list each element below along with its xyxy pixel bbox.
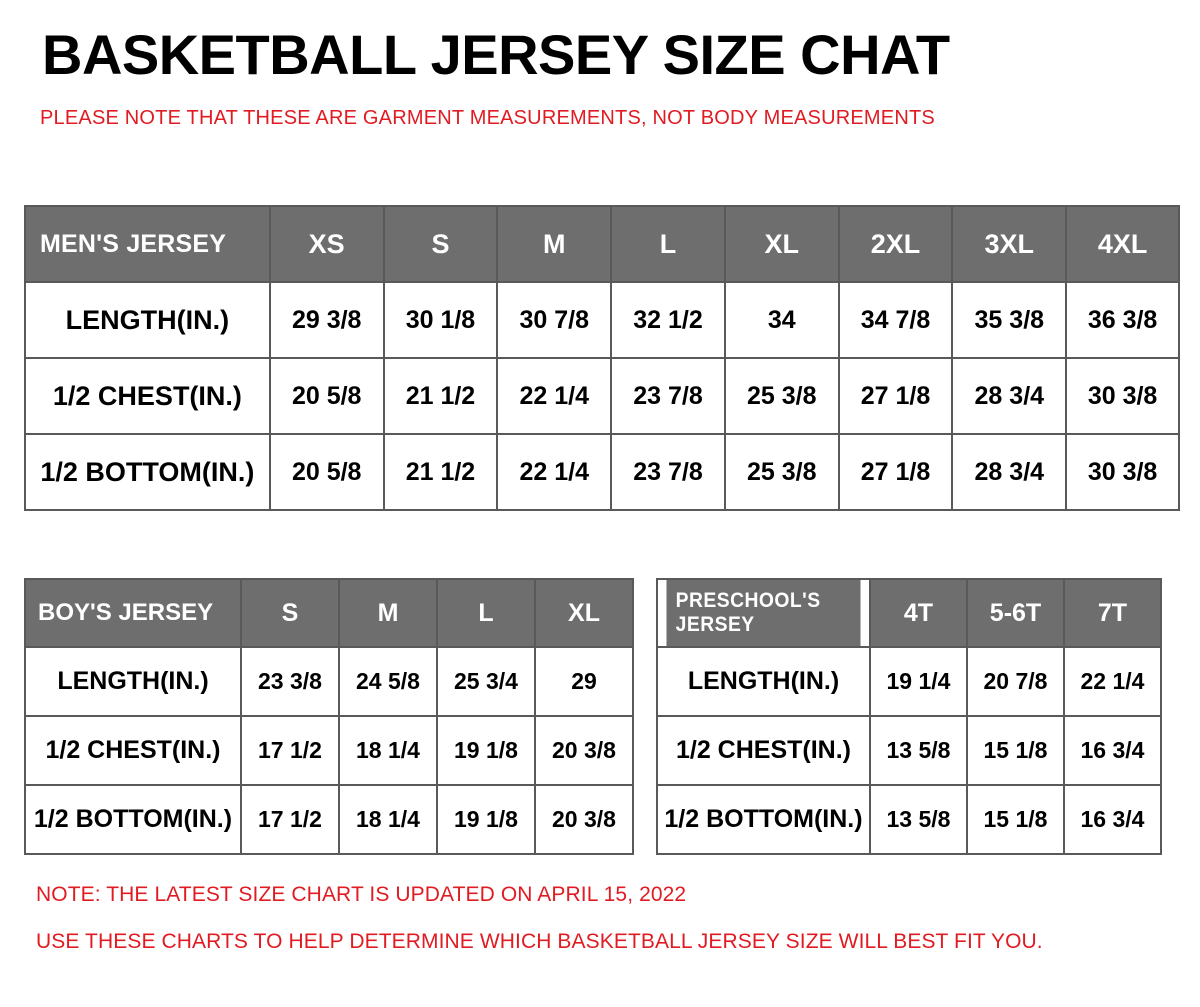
column-header-7t: 7T (1063, 578, 1162, 648)
column-header-5-6t: 5-6T (966, 578, 1065, 648)
cell-value: 22 1/4 (1063, 646, 1162, 717)
cell-value: 23 7/8 (610, 433, 726, 511)
cell-value: 27 1/8 (837, 433, 954, 511)
cell-value: 23 7/8 (610, 357, 726, 435)
cell-value: 22 1/4 (496, 433, 613, 511)
cell-value: 34 7/8 (837, 281, 954, 359)
cell-value: 13 5/8 (869, 715, 968, 786)
cell-value: 29 (534, 646, 634, 717)
cell-value: 34 (723, 281, 840, 359)
preschool-jersey-size-table: PRESCHOOL'S JERSEY 4T 5-6T 7T LENGTH(IN.… (656, 578, 1162, 855)
cell-value: 30 1/8 (382, 281, 499, 359)
boys-jersey-size-table: BOY'S JERSEY S M L XL LENGTH(IN.) 23 3/8… (24, 578, 634, 855)
column-header-4xl: 4XL (1065, 205, 1180, 283)
column-header-2xl: 2XL (837, 205, 954, 283)
cell-value: 19 1/8 (436, 784, 536, 855)
cell-value: 35 3/8 (951, 281, 1068, 359)
cell-value: 16 3/4 (1063, 715, 1162, 786)
column-header-4t: 4T (869, 578, 968, 648)
cell-value: 28 3/4 (951, 433, 1068, 511)
footer-note-update-date: NOTE: THE LATEST SIZE CHART IS UPDATED O… (36, 883, 687, 906)
row-label-half-chest: 1/2 CHEST(IN.) (656, 715, 871, 786)
cell-value: 15 1/8 (966, 784, 1065, 855)
table-row: LENGTH(IN.) 23 3/8 24 5/8 25 3/4 29 (24, 646, 634, 717)
row-label-half-chest: 1/2 CHEST(IN.) (24, 715, 242, 786)
cell-value: 32 1/2 (610, 281, 726, 359)
cell-value: 20 3/8 (534, 784, 634, 855)
column-header-3xl: 3XL (951, 205, 1068, 283)
table-header-row: MEN'S JERSEY XS S M L XL 2XL 3XL 4XL (24, 205, 1180, 283)
row-label-half-chest: 1/2 CHEST(IN.) (24, 357, 271, 435)
garment-measurement-note: PLEASE NOTE THAT THESE ARE GARMENT MEASU… (40, 107, 935, 129)
column-header-xs: XS (268, 205, 385, 283)
footer-note-usage: USE THESE CHARTS TO HELP DETERMINE WHICH… (36, 930, 1043, 953)
cell-value: 22 1/4 (496, 357, 613, 435)
cell-value: 16 3/4 (1063, 784, 1162, 855)
cell-value: 27 1/8 (837, 357, 954, 435)
column-header-l: L (610, 205, 726, 283)
mens-jersey-size-table: MEN'S JERSEY XS S M L XL 2XL 3XL 4XL LEN… (24, 205, 1180, 511)
cell-value: 15 1/8 (966, 715, 1065, 786)
boys-table-title: BOY'S JERSEY (24, 578, 242, 648)
cell-value: 20 5/8 (268, 357, 385, 435)
cell-value: 29 3/8 (268, 281, 385, 359)
column-header-m: M (338, 578, 438, 648)
cell-value: 20 7/8 (966, 646, 1065, 717)
mens-table-title: MEN'S JERSEY (24, 205, 271, 283)
table-row: 1/2 BOTTOM(IN.) 17 1/2 18 1/4 19 1/8 20 … (24, 784, 634, 855)
column-header-s: S (382, 205, 499, 283)
cell-value: 23 3/8 (240, 646, 340, 717)
column-header-xl: XL (534, 578, 634, 648)
preschool-table-title: PRESCHOOL'S JERSEY (664, 578, 863, 648)
column-header-xl: XL (723, 205, 840, 283)
cell-value: 21 1/2 (382, 433, 499, 511)
table-header-row: BOY'S JERSEY S M L XL (24, 578, 634, 648)
cell-value: 30 3/8 (1065, 357, 1180, 435)
cell-value: 36 3/8 (1065, 281, 1180, 359)
table-row: 1/2 BOTTOM(IN.) 13 5/8 15 1/8 16 3/4 (656, 784, 1162, 855)
cell-value: 18 1/4 (338, 784, 438, 855)
row-label-half-bottom: 1/2 BOTTOM(IN.) (24, 784, 242, 855)
row-label-half-bottom: 1/2 BOTTOM(IN.) (24, 433, 271, 511)
cell-value: 25 3/8 (723, 433, 840, 511)
column-header-l: L (436, 578, 536, 648)
table-row: LENGTH(IN.) 29 3/8 30 1/8 30 7/8 32 1/2 … (24, 281, 1180, 359)
table-header-row: PRESCHOOL'S JERSEY 4T 5-6T 7T (657, 578, 1162, 648)
cell-value: 25 3/8 (723, 357, 840, 435)
row-label-length: LENGTH(IN.) (656, 646, 871, 717)
cell-value: 17 1/2 (240, 784, 340, 855)
row-label-length: LENGTH(IN.) (24, 646, 242, 717)
cell-value: 17 1/2 (240, 715, 340, 786)
cell-value: 24 5/8 (338, 646, 438, 717)
cell-value: 19 1/8 (436, 715, 536, 786)
cell-value: 30 3/8 (1065, 433, 1180, 511)
column-header-m: M (496, 205, 613, 283)
cell-value: 20 5/8 (268, 433, 385, 511)
cell-value: 20 3/8 (534, 715, 634, 786)
table-row: 1/2 CHEST(IN.) 17 1/2 18 1/4 19 1/8 20 3… (24, 715, 634, 786)
table-row: 1/2 CHEST(IN.) 13 5/8 15 1/8 16 3/4 (656, 715, 1162, 786)
row-label-half-bottom: 1/2 BOTTOM(IN.) (656, 784, 871, 855)
cell-value: 25 3/4 (436, 646, 536, 717)
cell-value: 21 1/2 (382, 357, 499, 435)
row-label-length: LENGTH(IN.) (24, 281, 271, 359)
table-row: 1/2 CHEST(IN.) 20 5/8 21 1/2 22 1/4 23 7… (24, 357, 1180, 435)
cell-value: 28 3/4 (951, 357, 1068, 435)
cell-value: 13 5/8 (869, 784, 968, 855)
page-title: BASKETBALL JERSEY SIZE CHAT (42, 23, 950, 86)
cell-value: 18 1/4 (338, 715, 438, 786)
footer-notes: NOTE: THE LATEST SIZE CHART IS UPDATED O… (36, 884, 1156, 952)
cell-value: 19 1/4 (869, 646, 968, 717)
table-row: 1/2 BOTTOM(IN.) 20 5/8 21 1/2 22 1/4 23 … (24, 433, 1180, 511)
table-row: LENGTH(IN.) 19 1/4 20 7/8 22 1/4 (656, 646, 1162, 717)
cell-value: 30 7/8 (496, 281, 613, 359)
column-header-s: S (240, 578, 340, 648)
